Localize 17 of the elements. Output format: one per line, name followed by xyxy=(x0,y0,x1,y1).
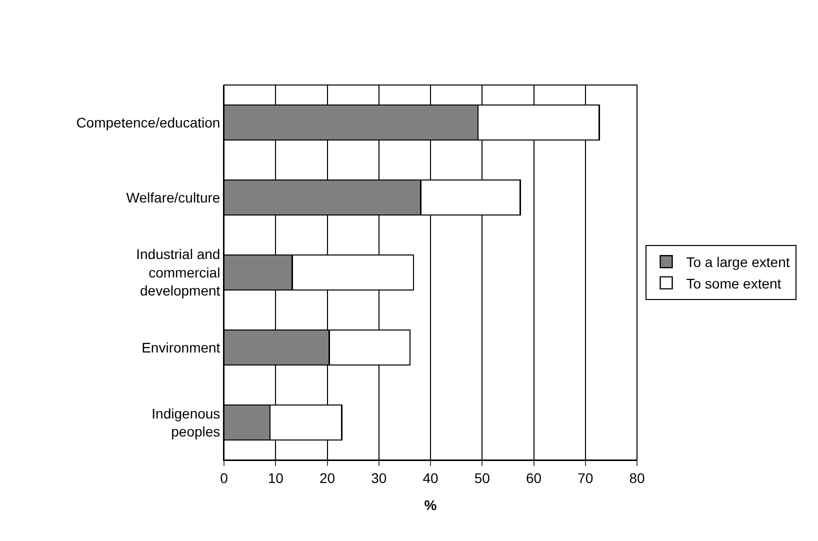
x-tick-label: 30 xyxy=(371,470,387,486)
y-tick-label: Indigenous peoples xyxy=(152,405,220,440)
x-tick-label: 80 xyxy=(629,470,645,486)
y-tick-label: Competence/education xyxy=(76,114,220,130)
x-axis-title: % xyxy=(424,497,438,514)
x-tick-label: 70 xyxy=(578,470,594,486)
x-tick-label: 10 xyxy=(268,470,284,486)
legend-label: To some extent xyxy=(686,275,782,292)
x-tick-label: 50 xyxy=(474,470,490,486)
x-tick-label: 20 xyxy=(319,470,336,486)
x-tick-label: 60 xyxy=(526,470,542,486)
x-tick-label: 40 xyxy=(422,470,438,486)
y-tick-label: Industrial and commercial development xyxy=(136,246,220,299)
legend-label: To a large extent xyxy=(686,254,790,270)
y-tick-label: Environment xyxy=(142,339,220,356)
y-tick-label: Welfare/culture xyxy=(126,189,220,206)
x-tick-label: 0 xyxy=(220,470,228,486)
